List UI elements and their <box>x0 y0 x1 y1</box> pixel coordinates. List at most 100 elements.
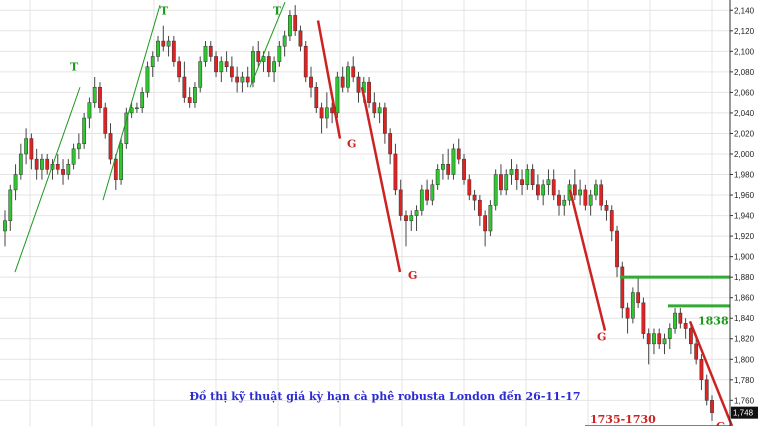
y-tick-label: 1,760 <box>734 396 755 405</box>
candle <box>499 164 503 196</box>
candle-body <box>208 45 213 57</box>
candle-body <box>129 107 134 114</box>
candle <box>683 318 688 339</box>
candle-body <box>636 292 641 304</box>
candle-body <box>45 158 50 170</box>
candle <box>324 92 329 129</box>
candle <box>34 148 39 180</box>
candle-body <box>699 359 704 381</box>
y-tick-label: 2,060 <box>734 88 755 97</box>
candle-body <box>694 343 699 360</box>
candle-body <box>583 189 588 206</box>
candle-body <box>441 163 445 170</box>
candle-body <box>235 76 240 83</box>
candle <box>208 41 213 62</box>
candle-body <box>609 210 614 232</box>
y-axis: 1,760 1,780 1,800 1,820 1,840 1,860 1,880 1,900… <box>729 0 758 426</box>
candle <box>483 210 488 247</box>
candle <box>382 102 387 144</box>
candle-body <box>113 158 118 180</box>
candle <box>214 51 218 77</box>
candle-body <box>536 184 540 196</box>
candle <box>446 148 451 180</box>
candle <box>40 153 44 180</box>
candle <box>13 164 18 201</box>
candle <box>156 35 160 62</box>
candle <box>530 164 535 190</box>
candle-body <box>324 107 329 119</box>
candle <box>393 143 398 196</box>
candle-body <box>161 40 166 47</box>
candle <box>187 87 192 108</box>
candle <box>108 123 113 165</box>
candle-body <box>646 333 651 345</box>
candle-body <box>425 189 429 201</box>
candle-body <box>351 66 356 78</box>
candle <box>198 56 203 93</box>
annotations: T T T G G G G 1838 1735-1730 <box>70 4 729 426</box>
candle <box>451 143 456 180</box>
candle <box>404 210 408 247</box>
annotation-label: G <box>597 331 606 344</box>
candle-body <box>309 76 313 88</box>
candle <box>256 41 261 67</box>
candle-body <box>3 220 7 232</box>
candle <box>398 179 403 221</box>
candle-body <box>588 194 593 206</box>
candle-body <box>166 40 171 47</box>
candle-body <box>404 215 408 221</box>
candle <box>8 184 13 231</box>
candle <box>303 41 308 83</box>
candle-body <box>398 189 403 216</box>
candle <box>277 41 282 67</box>
candle-body <box>266 56 271 73</box>
candle-body <box>13 174 18 191</box>
candle-body <box>382 107 387 134</box>
candle <box>203 41 208 67</box>
candle <box>525 164 530 190</box>
candle-body <box>87 102 92 119</box>
candle-body <box>245 76 250 83</box>
candle <box>171 35 176 67</box>
candle-body <box>604 205 609 211</box>
candle-body <box>599 184 604 206</box>
candle <box>61 159 65 185</box>
candle <box>367 76 371 108</box>
candle <box>520 169 524 196</box>
trend-line <box>360 87 402 273</box>
candle-body <box>430 184 435 201</box>
candle <box>652 328 656 355</box>
trend-line <box>249 1 286 88</box>
candle <box>704 374 709 406</box>
candle-body <box>467 179 472 196</box>
candle-body <box>615 230 619 268</box>
annotation-label: T <box>273 4 282 17</box>
y-tick-label: 2,120 <box>734 27 755 36</box>
candle <box>82 112 87 149</box>
candle <box>288 10 292 42</box>
candle <box>245 66 250 88</box>
candle-body <box>82 117 87 144</box>
annotation-label: G <box>408 269 417 282</box>
candle-body <box>187 97 192 103</box>
candle <box>150 51 155 77</box>
candle-body <box>499 174 503 191</box>
candle <box>562 195 567 216</box>
candle-body <box>224 61 229 67</box>
candle-body <box>177 61 181 78</box>
candle <box>282 30 287 57</box>
candle <box>409 210 414 231</box>
candle <box>588 189 593 216</box>
candle <box>55 153 60 175</box>
candle-body <box>704 379 709 401</box>
candle <box>620 261 625 319</box>
trend-line <box>568 189 607 331</box>
candle <box>673 307 677 334</box>
candle <box>29 133 34 170</box>
annotation-label: T <box>160 4 169 17</box>
candle <box>657 328 662 350</box>
candle <box>678 307 683 329</box>
candle-body <box>251 51 255 83</box>
candle <box>710 395 714 421</box>
candle-body <box>514 169 519 180</box>
